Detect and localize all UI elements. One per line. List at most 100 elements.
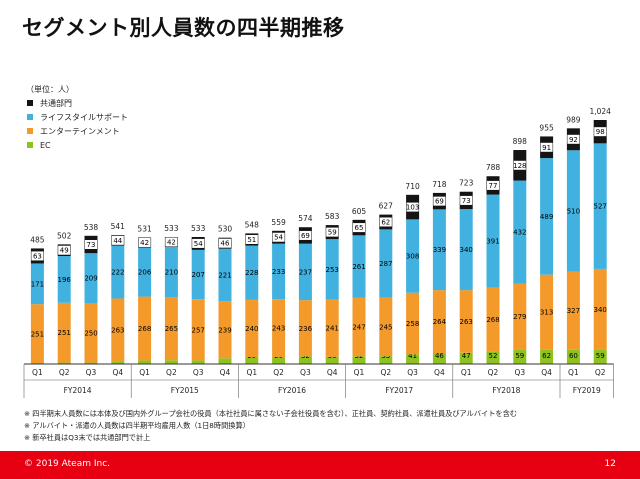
label-box [567,134,580,144]
label-box [513,160,526,170]
unit-label: （単位：人） [26,84,74,94]
bar-segment-lifestyle [406,219,420,293]
data-label-entertainment: 251 [58,329,71,337]
data-label-lifestyle: 210 [165,269,178,277]
label-box [406,202,419,212]
label-box [433,196,446,206]
data-label-entertainment: 279 [513,313,526,321]
tick-label: Q2 [380,368,391,377]
page-title: セグメント別人員数の四半期推移 [22,16,345,40]
data-label-ec: 47 [462,352,471,360]
fiscal-year-label: FY2018 [492,386,520,395]
bar-segment-ec [593,349,607,364]
total-label: 898 [513,137,528,146]
data-label-common: 69 [435,198,444,206]
bar-segment-entertainment [459,290,473,353]
data-label-common: 73 [462,197,471,205]
bar-segment-lifestyle [30,263,44,305]
data-label-common: 54 [194,240,203,248]
data-label-entertainment: 327 [567,307,580,315]
bar-segment-lifestyle [138,247,152,297]
bar-segment-ec [57,362,71,364]
bar-segment-entertainment [406,292,420,355]
bar-segment-ec [298,356,312,364]
bar-segment-lifestyle [191,249,205,300]
tick-label: Q1 [568,368,579,377]
footnotes: ※ 四半期末人員数には本体及び国内外グループ会社の役員（本社社員に属さない子会社… [24,408,517,444]
bar-segment-ec [325,356,339,364]
data-label-entertainment: 250 [84,329,97,337]
label-box [379,217,392,227]
data-label-lifestyle: 391 [486,238,499,246]
data-label-ec: 46 [435,352,444,360]
data-label-lifestyle: 207 [192,271,205,279]
total-label: 531 [137,224,152,233]
data-label-lifestyle: 171 [31,280,44,288]
bar-segment-ec [191,360,205,364]
data-label-lifestyle: 221 [218,272,231,280]
chart-bars: 2511716348562511964950262502097353812263… [30,107,611,364]
bar-segment-entertainment [513,283,527,350]
label-box [31,251,44,261]
total-label: 548 [245,220,260,229]
label-box [85,240,97,250]
bar-segment-lifestyle [111,245,125,299]
bar-segment-ec [138,360,152,364]
label-box [353,223,365,233]
data-label-common: 51 [247,236,256,244]
bar-segment-lifestyle [245,245,259,300]
bar-segment-entertainment [540,274,554,350]
bar-segment-lifestyle [84,253,98,303]
data-label-ec: 59 [515,352,524,360]
bar-segment-lifestyle [459,209,473,291]
total-label: 538 [84,223,99,232]
total-label: 541 [111,222,126,231]
legend-label-ec: EC [40,141,51,150]
total-label: 559 [271,218,286,227]
data-label-common: 128 [513,162,526,170]
bar-segment-entertainment [432,290,446,354]
footnote: ※ 新卒社員はQ3末では共通部門で計上 [24,433,151,442]
bar-segment-ec [486,351,500,364]
data-label-entertainment: 241 [326,325,339,333]
bar-segment-lifestyle [432,209,446,291]
tick-label: Q4 [112,368,123,377]
bar-segment-ec [218,358,232,364]
data-label-entertainment: 247 [352,323,365,331]
total-label: 533 [191,224,206,233]
total-label: 485 [30,235,45,244]
label-box [540,142,553,152]
bar-segment-entertainment [138,296,152,361]
legend-swatch-common [27,100,33,106]
bar-segment-lifestyle [593,143,607,269]
total-label: 989 [566,115,581,124]
data-label-entertainment: 236 [299,325,313,333]
data-label-common: 54 [274,234,283,242]
data-label-entertainment: 264 [433,318,447,326]
total-label: 583 [325,212,340,221]
bar-segment-entertainment [111,298,125,362]
fiscal-year-label: FY2017 [385,386,413,395]
data-label-lifestyle: 432 [513,228,526,236]
data-label-lifestyle: 196 [58,276,72,284]
data-label-common: 98 [596,128,605,136]
bar-segment-ec [84,362,98,364]
total-label: 502 [57,231,72,240]
data-label-entertainment: 268 [486,316,499,324]
label-box [138,237,151,247]
tick-label: Q2 [166,368,177,377]
data-label-lifestyle: 253 [326,266,339,274]
bar-segment-entertainment [57,302,71,363]
bar-segment-lifestyle [164,247,178,298]
data-label-entertainment: 258 [406,320,419,328]
label-box [272,232,285,242]
bar-segment-entertainment [218,301,232,359]
label-box [165,237,178,247]
data-label-common: 44 [113,237,122,245]
total-label: 710 [405,182,420,191]
data-label-common: 63 [33,252,42,260]
bar-segment-entertainment [352,297,366,357]
bar-segment-ec [111,361,125,364]
data-label-common: 62 [381,218,390,226]
